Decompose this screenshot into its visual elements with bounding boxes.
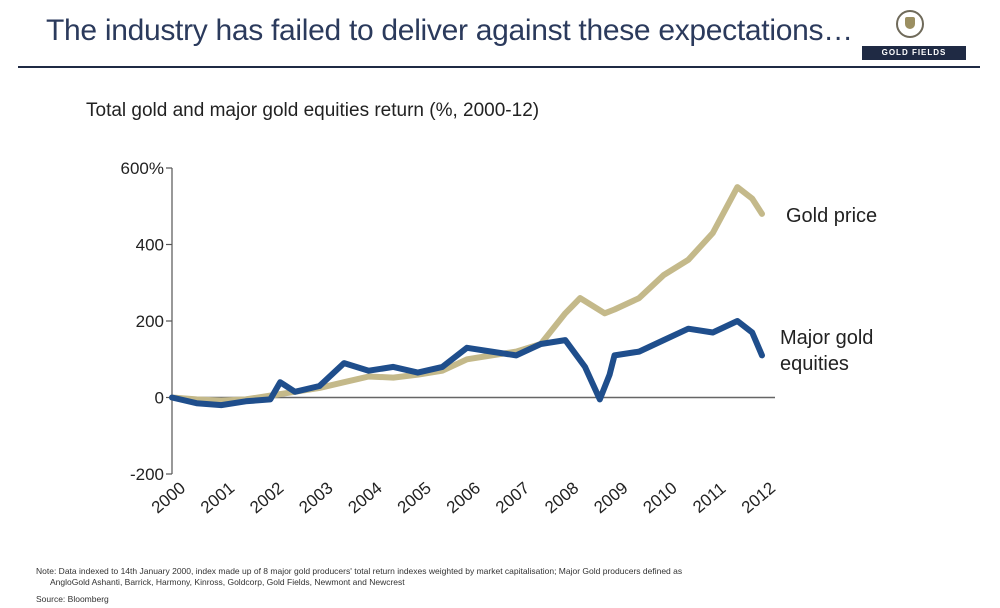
x-tick-label: 2001 xyxy=(197,478,238,517)
x-tick-label: 2008 xyxy=(541,478,582,517)
x-tick-label: 2009 xyxy=(590,478,631,517)
source-note: Source: Bloomberg xyxy=(36,594,109,604)
y-tick-label: 600% xyxy=(121,159,164,178)
x-tick-label: 2000 xyxy=(148,478,189,517)
x-tick-label: 2005 xyxy=(394,478,435,517)
y-tick-label: 0 xyxy=(155,389,164,408)
header-divider xyxy=(18,66,980,68)
series-label: Major gold xyxy=(780,327,873,349)
shield-icon xyxy=(896,10,924,38)
y-tick-label: -200 xyxy=(130,465,164,484)
company-logo: GOLD FIELDS xyxy=(862,6,966,62)
gold-price-line xyxy=(169,184,765,404)
x-tick-label: 2012 xyxy=(738,478,779,517)
x-tick-label: 2002 xyxy=(246,478,287,517)
x-tick-label: 2003 xyxy=(295,478,336,517)
page-title: The industry has failed to deliver again… xyxy=(46,14,853,47)
chart-title: Total gold and major gold equities retur… xyxy=(86,100,540,121)
series-label: Gold price xyxy=(786,205,877,227)
y-tick-label: 200 xyxy=(136,312,164,331)
note-line: AngloGold Ashanti, Barrick, Harmony, Kin… xyxy=(50,577,405,587)
note-line: Note: Data indexed to 14th January 2000,… xyxy=(36,566,683,576)
x-tick-label: 2007 xyxy=(492,478,533,517)
chart-note: Note: Data indexed to 14th January 2000,… xyxy=(36,566,976,588)
major-gold-equities-line xyxy=(169,318,765,409)
x-tick-label: 2004 xyxy=(345,478,386,517)
logo-text: GOLD FIELDS xyxy=(862,46,966,60)
x-tick-label: 2011 xyxy=(689,479,729,517)
x-tick-label: 2010 xyxy=(640,478,681,517)
series-label: equities xyxy=(780,353,849,375)
y-tick-label: 400 xyxy=(136,236,164,255)
x-tick-label: 2006 xyxy=(443,478,484,517)
